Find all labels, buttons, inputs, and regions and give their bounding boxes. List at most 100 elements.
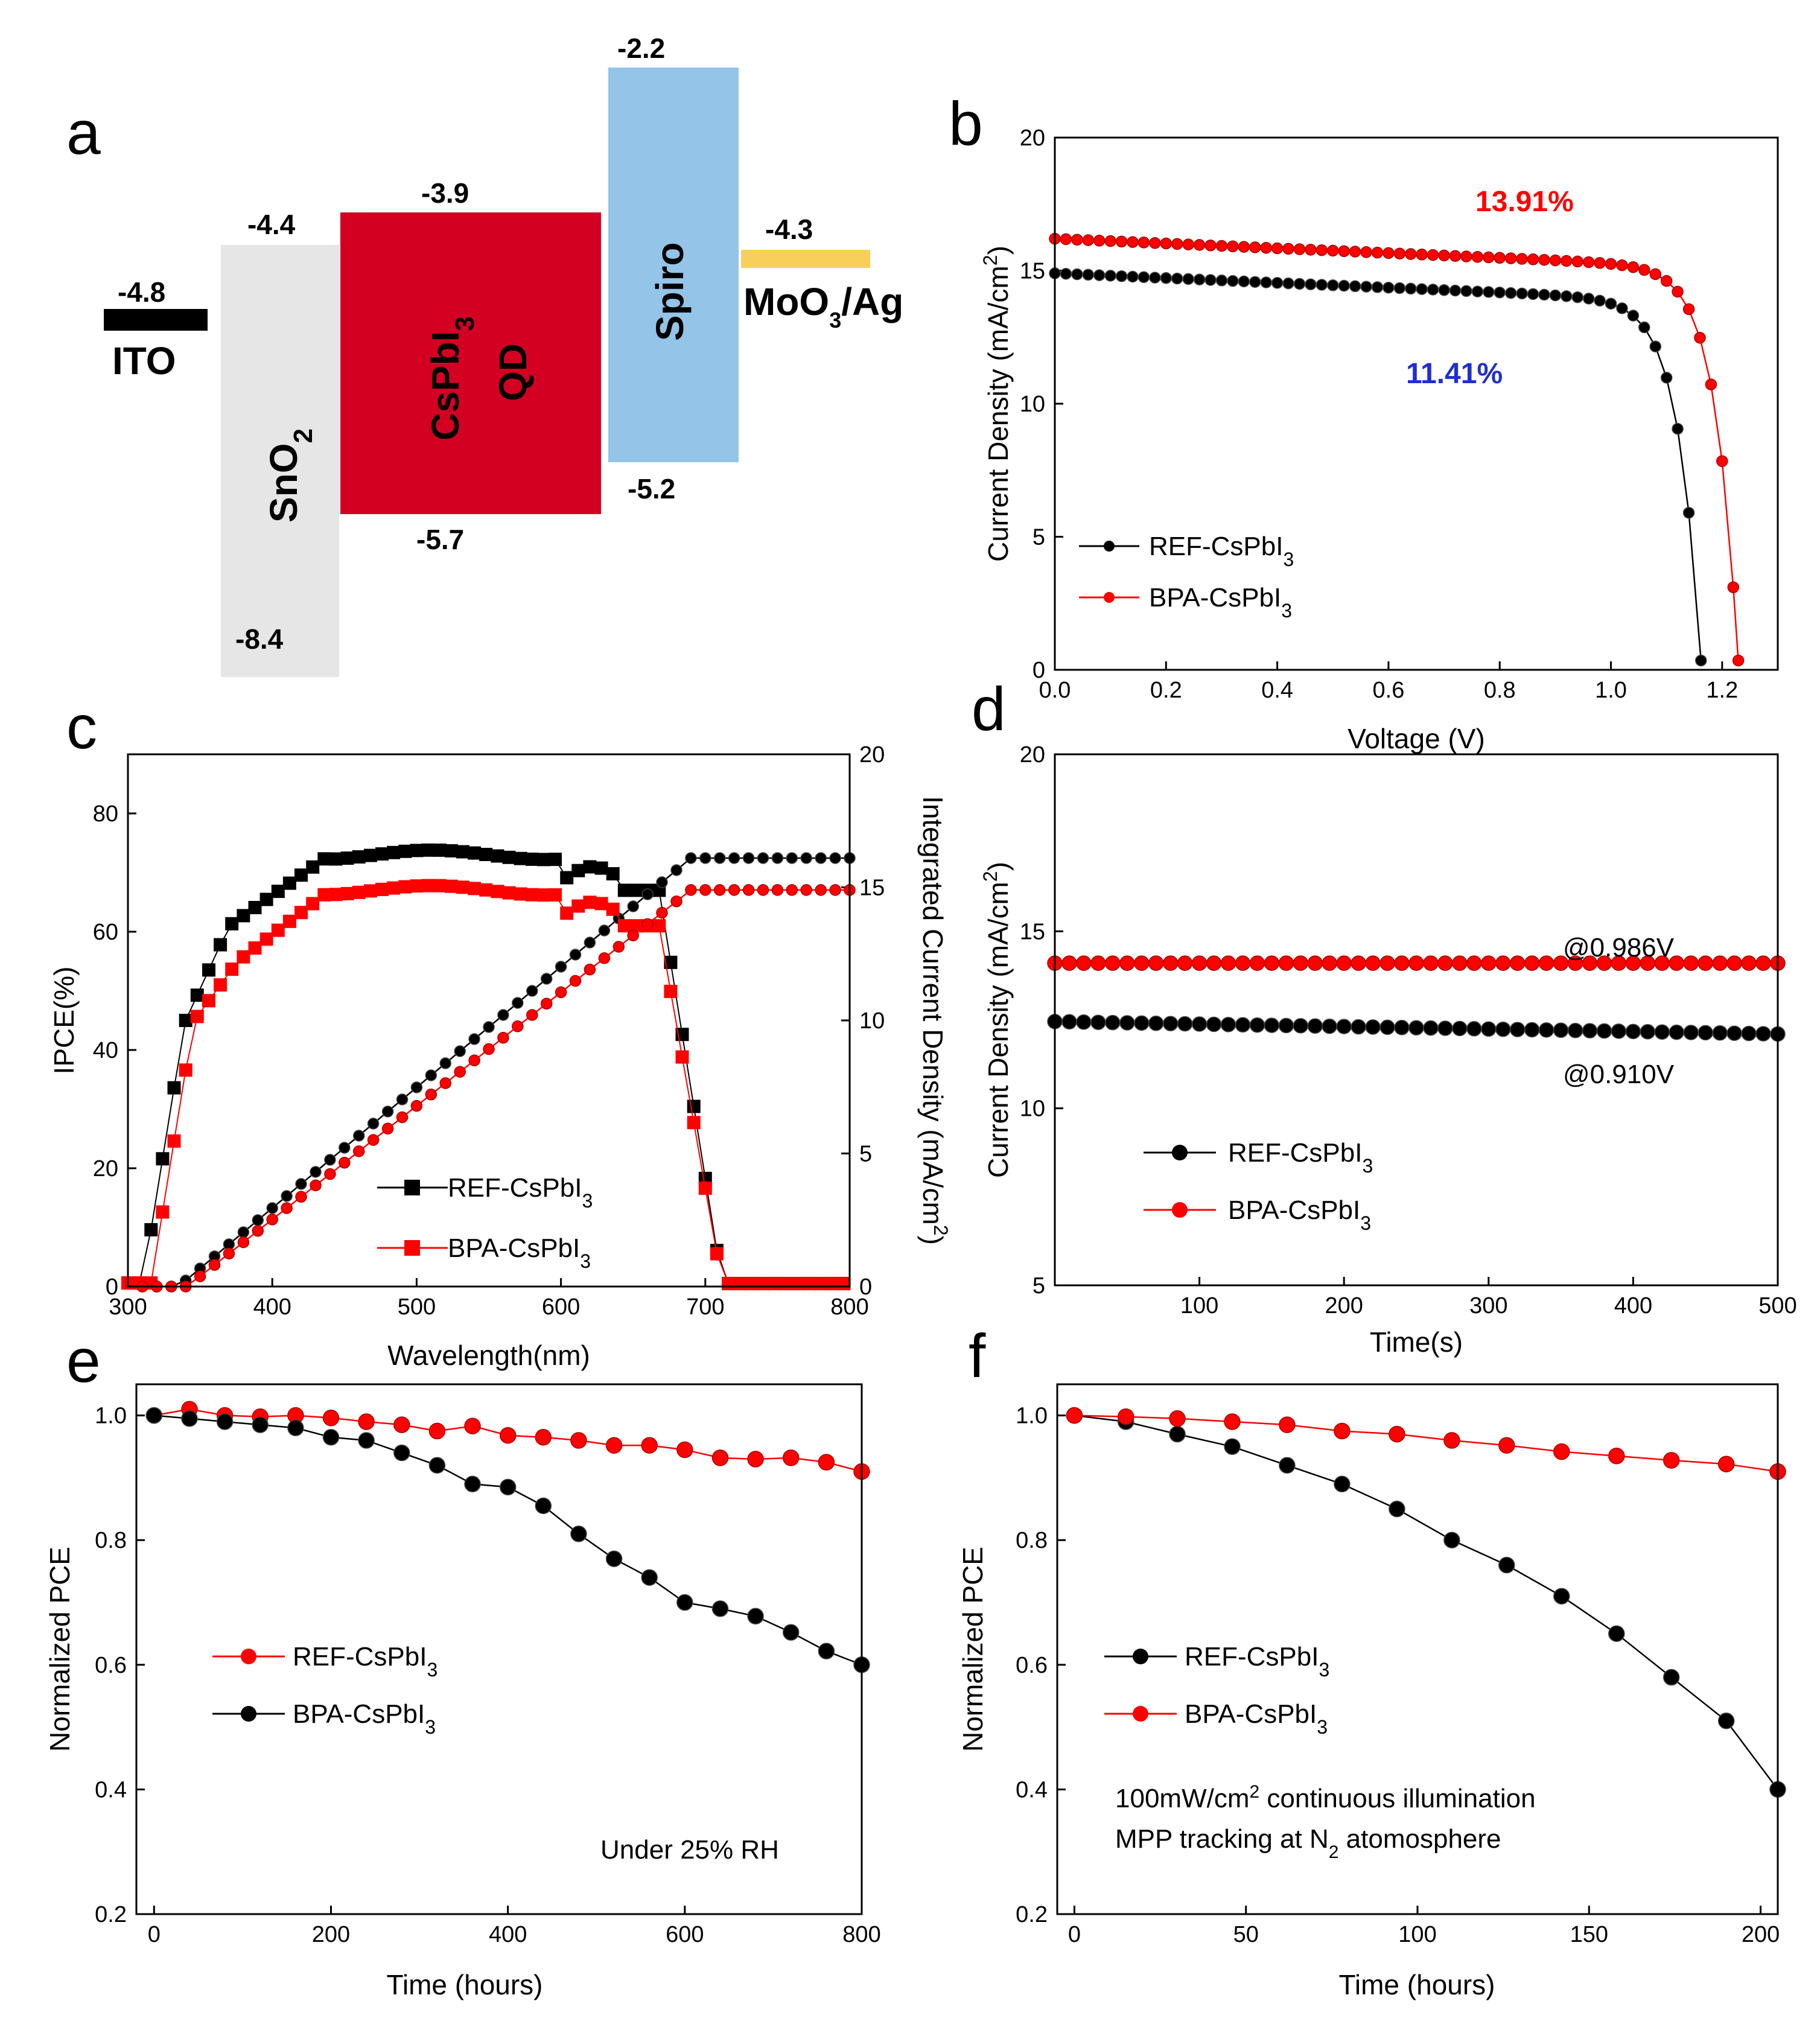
d-point-ref <box>1755 1026 1771 1042</box>
b-xtick-label: 1.2 <box>1706 678 1738 703</box>
c-integrated-point-ref <box>656 876 668 888</box>
e-point-0 <box>393 1416 410 1433</box>
d-point-bpa <box>1322 955 1337 971</box>
b-point-ref <box>1115 270 1128 282</box>
d-point-ref <box>1336 1019 1352 1034</box>
d-point-bpa <box>1524 955 1540 971</box>
c-integrated-point-bpa <box>295 1191 307 1203</box>
c-ipce-point-bpa <box>433 879 447 892</box>
c-ipce-point-bpa <box>271 923 285 937</box>
c-ipce-point-bpa <box>167 1134 181 1148</box>
e-point-1 <box>676 1594 693 1611</box>
c-ipce-point-bpa <box>514 887 527 901</box>
c-integrated-point-bpa <box>208 1259 221 1271</box>
f-xlabel: Time (hours) <box>1339 1969 1495 2000</box>
d-point-bpa <box>1509 955 1526 971</box>
d-point-ref <box>1061 1014 1077 1030</box>
b-point-bpa <box>1538 253 1550 266</box>
c-integrated-point-bpa <box>310 1179 322 1192</box>
c-legend-bpa-marker <box>404 1240 420 1256</box>
c-integrated-point-bpa <box>786 884 798 896</box>
b-point-bpa <box>1494 252 1506 264</box>
c-integrated-point-ref <box>439 1057 451 1069</box>
d-annotation-bpa-bias: @0.986V <box>1563 933 1675 962</box>
sno2-bottom: -8.4 <box>235 623 284 655</box>
c-integrated-point-bpa <box>829 884 841 896</box>
c-ipce-point-bpa <box>259 932 273 946</box>
b-point-bpa <box>1449 250 1462 262</box>
d-point-ref <box>1553 1022 1569 1039</box>
b-point-ref <box>1060 267 1072 280</box>
e-ytick-label: 0.4 <box>95 1777 127 1802</box>
c-ipce-point-bpa <box>502 886 516 900</box>
b-point-bpa <box>1405 248 1417 260</box>
f-point-0 <box>1498 1556 1515 1574</box>
e-point-1 <box>145 1407 163 1424</box>
c-ipce-point-bpa <box>536 888 550 902</box>
d-legend-bpa: BPA-CsPbI3 <box>1228 1195 1371 1234</box>
b-point-bpa <box>1282 243 1294 255</box>
e-xtick-label: 200 <box>312 1922 350 1947</box>
d-point-ref <box>1640 1024 1656 1040</box>
f-series <box>1066 1407 1786 1798</box>
f-point-0 <box>1334 1475 1351 1493</box>
panel-b: b 0.0 0.2 0.4 0.6 0.8 1.0 1.2 0 5 10 15 20 Voltage … <box>949 89 1779 754</box>
c-ipce-point-ref <box>259 892 273 906</box>
c-ipce-point-ref <box>549 853 562 867</box>
d-point-ref <box>1206 1016 1222 1032</box>
b-legend: REF-CsPbI3 BPA-CsPbI3 <box>1079 532 1294 622</box>
c-integrated-point-ref <box>526 985 538 997</box>
c-integrated-point-bpa <box>627 929 639 941</box>
panel-d-label: d <box>972 675 1006 743</box>
c-integrated-point-bpa <box>324 1168 336 1180</box>
c-ipce-point-bpa <box>675 1050 689 1064</box>
c-frame <box>127 753 851 1288</box>
b-point-ref <box>1271 277 1284 289</box>
b-point-bpa <box>1460 250 1472 262</box>
e-point-1 <box>428 1457 446 1474</box>
c-integrated-point-ref <box>497 1009 509 1021</box>
c-ytick-right-label: 10 <box>859 1008 885 1034</box>
c-ytick-right-label: 5 <box>859 1142 872 1167</box>
b-point-ref <box>1371 281 1384 293</box>
b-point-bpa <box>1732 654 1745 667</box>
b-point-ref <box>1193 273 1206 285</box>
d-point-bpa <box>1408 955 1424 971</box>
e-point-0 <box>570 1432 587 1449</box>
c-ipce-point-bpa <box>733 1277 747 1291</box>
f-ytick-label: 0.6 <box>1016 1653 1048 1678</box>
b-annotation-bpa-pce: 13.91% <box>1475 186 1574 218</box>
c-integrated-point-bpa <box>728 884 740 896</box>
b-legend-bpa-marker <box>1104 592 1115 603</box>
panel-a: a -4.8 ITO -4.4 -8.4 SnO2 -3.9 -5.7 CsPb… <box>66 33 903 677</box>
d-point-bpa <box>1466 955 1482 971</box>
c-ytick-label: 0 <box>106 1274 118 1300</box>
c-integrated-point-bpa <box>252 1224 264 1237</box>
e-point-0 <box>535 1429 552 1446</box>
b-point-ref <box>1171 272 1183 285</box>
d-point-ref <box>1567 1022 1583 1039</box>
c-ipce-point-ref <box>202 963 215 977</box>
e-point-0 <box>711 1449 729 1466</box>
d-point-ref <box>1235 1017 1251 1033</box>
c-integrated-point-bpa <box>757 884 769 896</box>
spiro-top: -2.2 <box>617 33 665 64</box>
c-integrated-point-bpa <box>670 895 682 908</box>
d-point-ref <box>1611 1023 1627 1039</box>
e-point-1 <box>818 1643 835 1659</box>
e-note: Under 25% RH <box>600 1835 779 1865</box>
moo3-bar <box>741 250 870 268</box>
b-point-ref <box>1204 274 1217 286</box>
c-ipce-point-ref <box>629 883 643 897</box>
d-point-ref <box>1726 1025 1742 1041</box>
b-point-bpa <box>1238 241 1250 253</box>
f-point-0 <box>1169 1425 1186 1443</box>
c-ipce-point-ref <box>433 843 447 857</box>
c-integrated-point-bpa <box>815 884 827 896</box>
c-ipce-point-bpa <box>491 885 504 899</box>
b-point-bpa <box>1271 242 1284 255</box>
c-integrated-point-ref <box>699 852 711 864</box>
e-point-1 <box>287 1419 304 1437</box>
b-point-ref <box>1104 270 1116 282</box>
c-xtick-label: 800 <box>830 1294 868 1320</box>
